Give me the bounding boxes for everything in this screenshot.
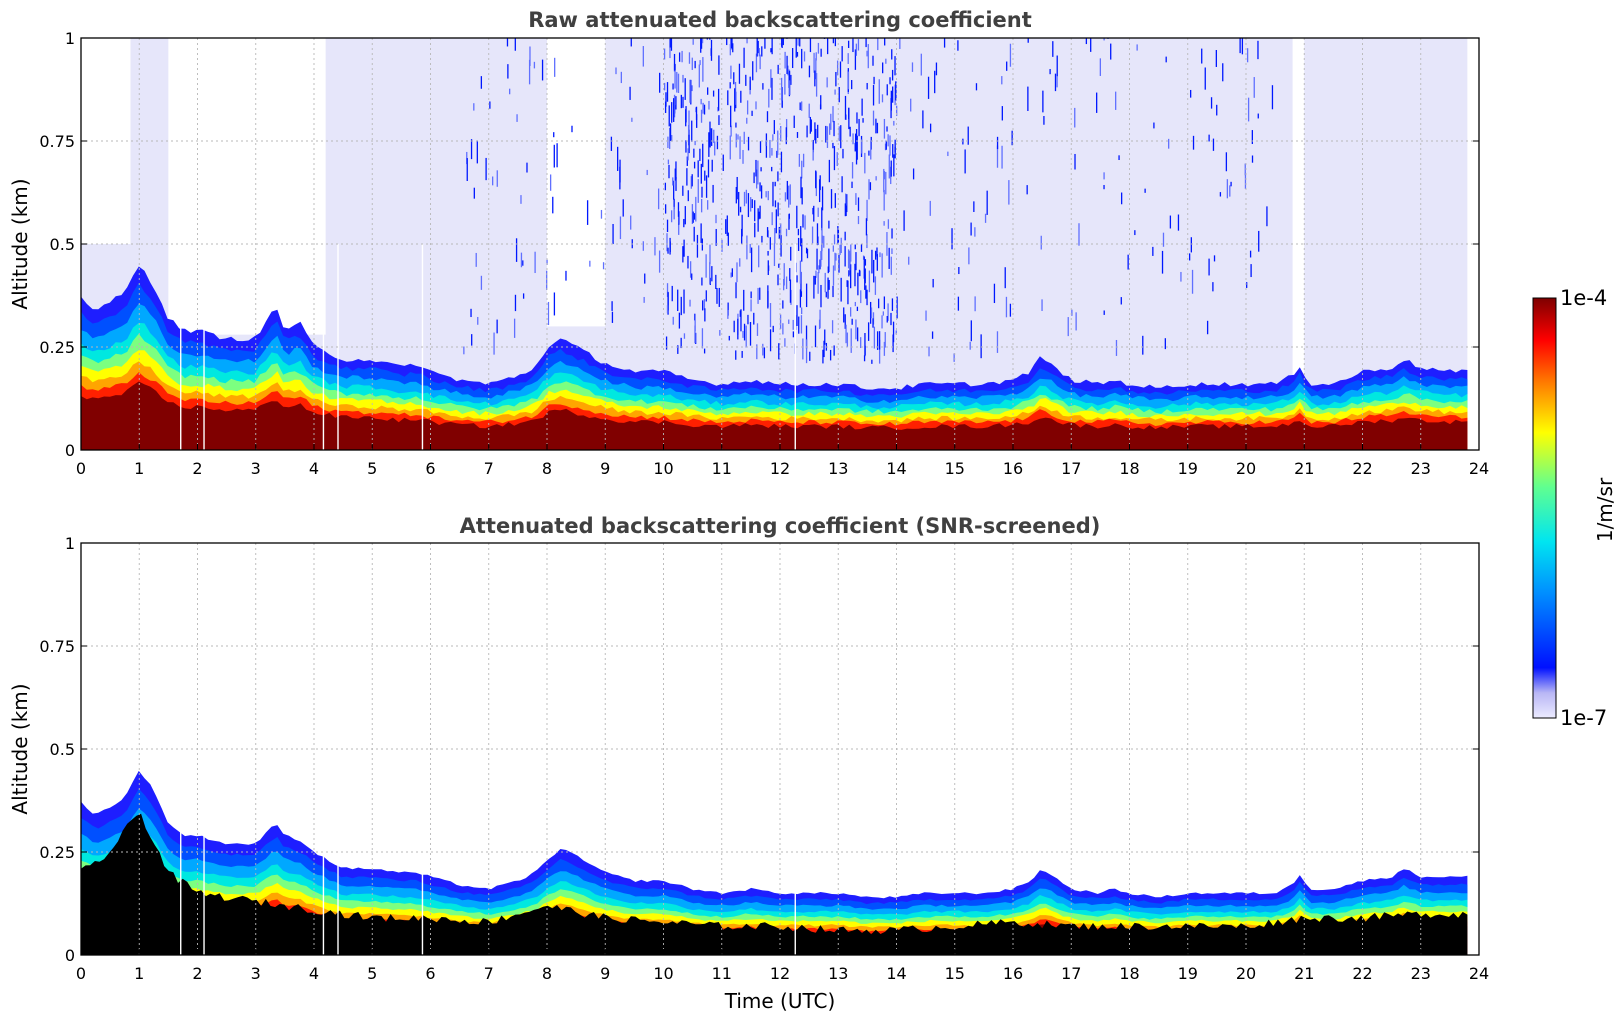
- clear-gap: [81, 38, 131, 244]
- x-tick-label: 21: [1294, 964, 1314, 983]
- x-tick-label: 12: [770, 964, 790, 983]
- screened-out-region: [81, 813, 1468, 955]
- x-tick-label: 10: [653, 964, 673, 983]
- y-tick-label: 0: [65, 946, 75, 965]
- colorbar-scale: [1532, 297, 1557, 719]
- x-tick-label: 9: [600, 964, 610, 983]
- panel-screened-ylabel: Altitude (km): [8, 683, 32, 814]
- x-tick-label: 21: [1294, 459, 1314, 478]
- x-tick-label: 17: [1061, 964, 1081, 983]
- x-tick-label: 7: [484, 964, 494, 983]
- y-tick-label: 0.75: [39, 637, 75, 656]
- data-dropout: [180, 244, 182, 450]
- y-tick-label: 1: [65, 29, 75, 48]
- y-tick-label: 0.25: [39, 338, 75, 357]
- data-dropout: [203, 244, 205, 450]
- panel-screened-axes: 0 1 2 3 4 5 6 7 8 9 10 11 12 13 14 15 16 17 18 19 20 21 22 23 24…: [39, 534, 1489, 983]
- data-dropout: [322, 749, 325, 955]
- x-tick-label: 20: [1236, 964, 1256, 983]
- x-tick-label: 4: [309, 459, 319, 478]
- colorbar: 1e-4 1e-7 1/m/sr: [1532, 286, 1617, 730]
- x-tick-label: 5: [367, 964, 377, 983]
- panel-raw-ylabel: Altitude (km): [8, 178, 32, 309]
- x-tick-label: 18: [1119, 459, 1139, 478]
- panel-raw-title: Raw attenuated backscattering coefficien…: [528, 8, 1032, 32]
- x-tick-label: 1: [134, 459, 144, 478]
- panel-screened-xlabel: Time (UTC): [724, 989, 836, 1013]
- panel-raw-grid: [81, 38, 1479, 450]
- x-tick-label: 23: [1411, 964, 1431, 983]
- colorbar-unit-label: 1/m/sr: [1593, 477, 1617, 542]
- panel-raw: Raw attenuated backscattering coefficien…: [8, 8, 1489, 478]
- panel-screened: Attenuated backscattering coefficient (S…: [8, 514, 1489, 1013]
- x-tick-label: 14: [886, 459, 906, 478]
- x-tick-label: 13: [828, 964, 848, 983]
- x-tick-label: 23: [1411, 459, 1431, 478]
- x-tick-label: 22: [1352, 459, 1372, 478]
- data-dropout: [203, 749, 205, 955]
- data-dropout: [794, 244, 796, 450]
- x-tick-label: 3: [251, 459, 261, 478]
- x-tick-label: 0: [76, 964, 86, 983]
- x-tick-label: 5: [367, 459, 377, 478]
- x-tick-label: 11: [712, 964, 732, 983]
- data-dropout: [322, 244, 325, 450]
- data-dropout: [794, 749, 796, 955]
- panel-screened-grid: [81, 543, 1479, 955]
- x-tick-label: 2: [192, 459, 202, 478]
- x-tick-label: 20: [1236, 459, 1256, 478]
- x-tick-label: 22: [1352, 964, 1372, 983]
- x-tick-label: 7: [484, 459, 494, 478]
- panel-raw-data: [81, 38, 1468, 450]
- y-tick-label: 0.25: [39, 843, 75, 862]
- y-tick-label: 1: [65, 534, 75, 553]
- x-tick-label: 6: [425, 964, 435, 983]
- x-tick-label: 18: [1119, 964, 1139, 983]
- x-tick-label: 6: [425, 459, 435, 478]
- colorbar-max-label: 1e-4: [1560, 286, 1607, 310]
- x-tick-label: 0: [76, 459, 86, 478]
- x-tick-label: 24: [1469, 459, 1489, 478]
- x-tick-label: 2: [192, 964, 202, 983]
- x-tick-label: 16: [1003, 964, 1023, 983]
- clear-gap: [1292, 38, 1305, 450]
- x-tick-label: 11: [712, 459, 732, 478]
- x-tick-label: 12: [770, 459, 790, 478]
- x-tick-label: 24: [1469, 964, 1489, 983]
- y-tick-label: 0.75: [39, 132, 75, 151]
- x-tick-label: 19: [1178, 964, 1198, 983]
- backscatter-band-8: [81, 381, 1468, 450]
- x-tick-label: 13: [828, 459, 848, 478]
- panel-screened-title: Attenuated backscattering coefficient (S…: [460, 514, 1101, 538]
- x-tick-label: 16: [1003, 459, 1023, 478]
- clear-gap: [168, 38, 326, 335]
- x-tick-label: 10: [653, 459, 673, 478]
- x-tick-label: 14: [886, 964, 906, 983]
- colorbar-min-label: 1e-7: [1560, 706, 1607, 730]
- y-tick-label: 0.5: [50, 740, 75, 759]
- y-tick-label: 0.5: [50, 235, 75, 254]
- panel-screened-data: [81, 749, 1468, 955]
- x-tick-label: 15: [945, 459, 965, 478]
- x-tick-label: 3: [251, 964, 261, 983]
- x-tick-label: 15: [945, 964, 965, 983]
- x-tick-label: 17: [1061, 459, 1081, 478]
- x-tick-label: 9: [600, 459, 610, 478]
- x-tick-label: 1: [134, 964, 144, 983]
- clear-gap: [547, 38, 606, 327]
- panel-raw-axes: 0 1 2 3 4 5 6 7 8 9 10 11 12 13 14 15 16 17 18 19 20 21 22 23 24…: [39, 29, 1489, 478]
- y-tick-label: 0: [65, 441, 75, 460]
- x-tick-label: 4: [309, 964, 319, 983]
- data-dropout: [180, 749, 182, 955]
- x-tick-label: 19: [1178, 459, 1198, 478]
- x-tick-label: 8: [542, 964, 552, 983]
- x-tick-label: 8: [542, 459, 552, 478]
